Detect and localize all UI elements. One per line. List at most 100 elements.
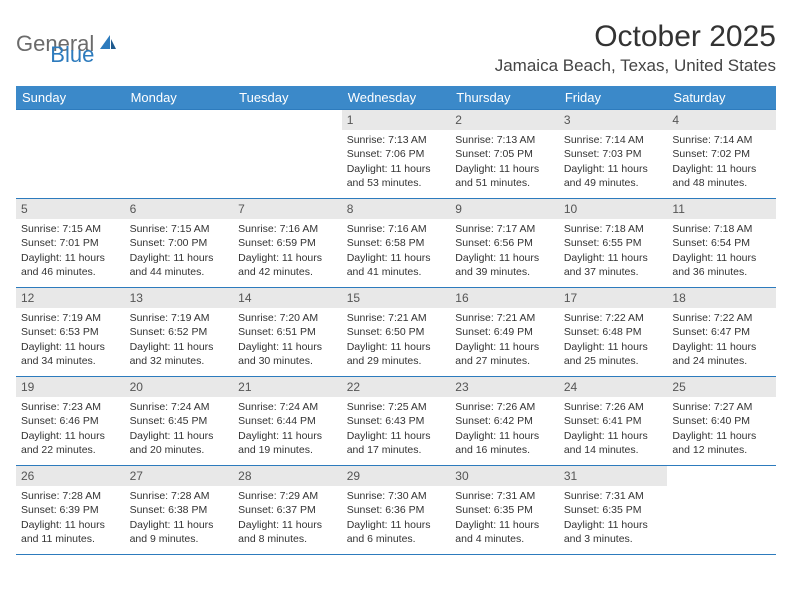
day-number-row: 20 [125, 377, 234, 397]
daylight2-text: and 53 minutes. [347, 176, 446, 190]
daylight1-text: Daylight: 11 hours [564, 340, 663, 354]
day-cell: 14 Sunrise: 7:20 AMSunset: 6:51 PMDayligh… [233, 288, 342, 376]
day-cell: 22Sunrise: 7:25 AMSunset: 6:43 PMDayligh… [342, 377, 451, 465]
weekday-header-row: SundayMondayTuesdayWednesdayThursdayFrid… [16, 86, 776, 109]
day-cell: 25Sunrise: 7:27 AMSunset: 6:40 PMDayligh… [667, 377, 776, 465]
day-number-row: 21 [233, 377, 342, 397]
daylight1-text: Daylight: 11 hours [238, 340, 337, 354]
daylight1-text: Daylight: 11 hours [347, 340, 446, 354]
day-number-row: 31 [559, 466, 668, 486]
day-cell: 16Sunrise: 7:21 AMSunset: 6:49 PMDayligh… [450, 288, 559, 376]
daylight1-text: Daylight: 11 hours [455, 518, 554, 532]
location: Jamaica Beach, Texas, United States [495, 56, 776, 76]
weeks-container: 1Sunrise: 7:13 AMSunset: 7:06 PMDaylight… [16, 109, 776, 555]
daylight2-text: and 25 minutes. [564, 354, 663, 368]
daylight2-text: and 4 minutes. [455, 532, 554, 546]
daylight2-text: and 42 minutes. [238, 265, 337, 279]
daylight1-text: Daylight: 11 hours [564, 429, 663, 443]
day-number-row: 13 [125, 288, 234, 308]
logo-sail-icon [96, 31, 118, 57]
daylight2-text: and 39 minutes. [455, 265, 554, 279]
day-number: 19 [21, 380, 34, 394]
day-cell: 8Sunrise: 7:16 AMSunset: 6:58 PMDaylight… [342, 199, 451, 287]
day-number-row: 25 [667, 377, 776, 397]
sunrise-text: Sunrise: 7:18 AM [672, 222, 771, 236]
day-number-row: 14 [233, 288, 342, 308]
daylight1-text: Daylight: 11 hours [672, 162, 771, 176]
daylight2-text: and 6 minutes. [347, 532, 446, 546]
sunset-text: Sunset: 6:45 PM [130, 414, 229, 428]
logo: General Blue [16, 20, 94, 68]
sunset-text: Sunset: 7:00 PM [130, 236, 229, 250]
sunset-text: Sunset: 6:38 PM [130, 503, 229, 517]
day-number: 7 [238, 202, 245, 216]
sunset-text: Sunset: 7:02 PM [672, 147, 771, 161]
daylight1-text: Daylight: 11 hours [130, 518, 229, 532]
day-number-row: 30 [450, 466, 559, 486]
daylight2-text: and 9 minutes. [130, 532, 229, 546]
sunrise-text: Sunrise: 7:13 AM [455, 133, 554, 147]
day-number: 25 [672, 380, 685, 394]
day-number: 3 [564, 113, 571, 127]
day-cell [667, 466, 776, 554]
sunrise-text: Sunrise: 7:15 AM [130, 222, 229, 236]
day-number: 17 [564, 291, 577, 305]
day-cell: 18Sunrise: 7:22 AMSunset: 6:47 PMDayligh… [667, 288, 776, 376]
day-number: 21 [238, 380, 251, 394]
sunset-text: Sunset: 6:51 PM [238, 325, 337, 339]
sunset-text: Sunset: 6:49 PM [455, 325, 554, 339]
daylight1-text: Daylight: 11 hours [455, 251, 554, 265]
day-number-row: 26 [16, 466, 125, 486]
sunset-text: Sunset: 7:06 PM [347, 147, 446, 161]
day-number: 27 [130, 469, 143, 483]
daylight2-text: and 22 minutes. [21, 443, 120, 457]
day-cell: 17Sunrise: 7:22 AMSunset: 6:48 PMDayligh… [559, 288, 668, 376]
sunrise-text: Sunrise: 7:14 AM [564, 133, 663, 147]
daylight1-text: Daylight: 11 hours [455, 162, 554, 176]
daylight1-text: Daylight: 11 hours [130, 251, 229, 265]
day-number-row: 28 [233, 466, 342, 486]
daylight2-text: and 16 minutes. [455, 443, 554, 457]
sunrise-text: Sunrise: 7:24 AM [238, 400, 337, 414]
day-cell: 26Sunrise: 7:28 AMSunset: 6:39 PMDayligh… [16, 466, 125, 554]
day-number: 20 [130, 380, 143, 394]
day-cell: 1Sunrise: 7:13 AMSunset: 7:06 PMDaylight… [342, 110, 451, 198]
sunrise-text: Sunrise: 7:21 AM [347, 311, 446, 325]
day-number: 12 [21, 291, 34, 305]
day-cell: 3 Sunrise: 7:14 AMSunset: 7:03 PMDaylight… [559, 110, 668, 198]
day-cell: 21Sunrise: 7:24 AMSunset: 6:44 PMDayligh… [233, 377, 342, 465]
sunrise-text: Sunrise: 7:25 AM [347, 400, 446, 414]
weekday-header: Saturday [667, 86, 776, 109]
sunrise-text: Sunrise: 7:16 AM [238, 222, 337, 236]
day-number-row: 10 [559, 199, 668, 219]
day-number: 22 [347, 380, 360, 394]
sunset-text: Sunset: 7:03 PM [564, 147, 663, 161]
day-number-row: 16 [450, 288, 559, 308]
daylight1-text: Daylight: 11 hours [564, 162, 663, 176]
sunset-text: Sunset: 6:39 PM [21, 503, 120, 517]
daylight2-text: and 3 minutes. [564, 532, 663, 546]
day-number: 16 [455, 291, 468, 305]
daylight2-text: and 46 minutes. [21, 265, 120, 279]
sunrise-text: Sunrise: 7:15 AM [21, 222, 120, 236]
day-number-row: 2 [450, 110, 559, 130]
day-number: 26 [21, 469, 34, 483]
sunrise-text: Sunrise: 7:18 AM [564, 222, 663, 236]
sunset-text: Sunset: 6:46 PM [21, 414, 120, 428]
sunset-text: Sunset: 7:01 PM [21, 236, 120, 250]
daylight2-text: and 20 minutes. [130, 443, 229, 457]
sunset-text: Sunset: 7:05 PM [455, 147, 554, 161]
day-cell: 4Sunrise: 7:14 AMSunset: 7:02 PMDaylight… [667, 110, 776, 198]
day-cell: 6 Sunrise: 7:15 AMSunset: 7:00 PMDaylight… [125, 199, 234, 287]
day-number: 5 [21, 202, 28, 216]
sunrise-text: Sunrise: 7:26 AM [564, 400, 663, 414]
sunrise-text: Sunrise: 7:20 AM [238, 311, 337, 325]
day-number: 31 [564, 469, 577, 483]
day-number: 23 [455, 380, 468, 394]
day-number: 30 [455, 469, 468, 483]
day-number: 6 [130, 202, 137, 216]
daylight1-text: Daylight: 11 hours [455, 429, 554, 443]
day-number: 2 [455, 113, 462, 127]
daylight2-text: and 11 minutes. [21, 532, 120, 546]
day-number-row: 7 [233, 199, 342, 219]
